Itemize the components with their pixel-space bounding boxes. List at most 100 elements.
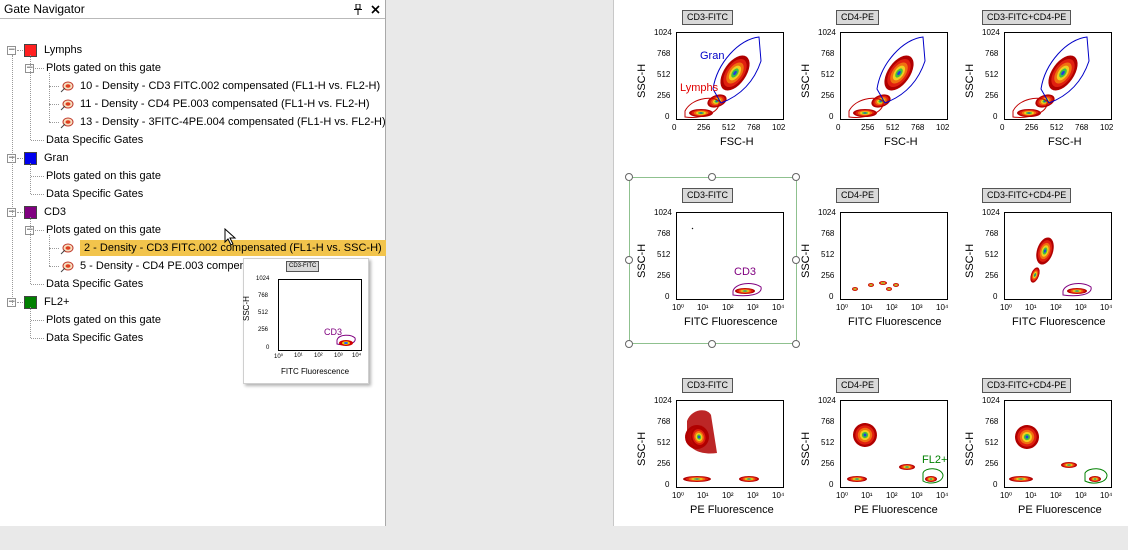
- x-axis-label: FITC Fluorescence: [684, 316, 778, 328]
- y-axis-label: SSC-H: [800, 244, 812, 278]
- x-axis-label: PE Fluorescence: [690, 504, 774, 516]
- x-tick-label: 10³: [911, 303, 923, 312]
- plot-area[interactable]: [1004, 400, 1112, 488]
- plot-area[interactable]: [1004, 212, 1112, 300]
- data-specific-gates-node[interactable]: Data Specific Gates: [46, 329, 143, 347]
- data-specific-gates-node[interactable]: Data Specific Gates: [46, 275, 143, 293]
- collapse-toggle-icon[interactable]: −: [7, 46, 16, 55]
- data-specific-gates-node[interactable]: Data Specific Gates: [46, 131, 143, 149]
- data-specific-gates-label: Data Specific Gates: [46, 278, 143, 290]
- plot-area[interactable]: [676, 212, 784, 300]
- y-tick-label: 768: [985, 417, 998, 426]
- x-tick-label: 10²: [722, 303, 734, 312]
- y-tick-label: 256: [985, 459, 998, 468]
- panel-header: Gate Navigator: [0, 0, 385, 19]
- plot-node[interactable]: 2 - Density - CD3 FITC.002 compensated (…: [60, 239, 386, 257]
- x-tick-label: 10⁴: [936, 303, 948, 312]
- gate-name: Gran: [44, 152, 68, 164]
- popup-xtick: 10²: [314, 353, 323, 359]
- x-tick-label: 512: [1050, 123, 1063, 132]
- x-tick-label: 10¹: [697, 491, 709, 500]
- resize-handle[interactable]: [625, 340, 633, 348]
- y-tick-label: 0: [829, 480, 833, 489]
- panel-title: Gate Navigator: [4, 2, 351, 16]
- y-tick-label: 1024: [982, 396, 1000, 405]
- gate-label-fl2: FL2+: [922, 454, 947, 466]
- y-tick-label: 512: [985, 438, 998, 447]
- plot-area[interactable]: [840, 32, 948, 120]
- gate-navigator-panel: Gate Navigator −Lymphs−Plots gated on th…: [0, 0, 386, 526]
- density-plot-icon: [60, 115, 74, 129]
- resize-handle[interactable]: [625, 256, 633, 264]
- y-tick-label: 768: [985, 229, 998, 238]
- plots-gated-label: Plots gated on this gate: [46, 314, 161, 326]
- x-axis-label: FSC-H: [1048, 136, 1082, 148]
- x-tick-label: 10⁴: [772, 491, 784, 500]
- resize-handle[interactable]: [625, 173, 633, 181]
- popup-ytick: 512: [258, 310, 268, 316]
- plot-area[interactable]: [840, 400, 948, 488]
- x-tick-label: 10¹: [1025, 303, 1037, 312]
- plot-node-label: 11 - Density - CD4 PE.003 compensated (F…: [80, 98, 370, 110]
- popup-ytick: 256: [258, 327, 268, 333]
- gate-node[interactable]: Lymphs: [24, 41, 82, 59]
- plots-gated-node[interactable]: Plots gated on this gate: [46, 221, 161, 239]
- y-tick-label: 1024: [818, 396, 836, 405]
- x-tick-label: 10³: [911, 491, 923, 500]
- popup-ytick: 1024: [256, 276, 269, 282]
- y-tick-label: 256: [821, 91, 834, 100]
- plot-node[interactable]: 13 - Density - 3FITC-4PE.004 compensated…: [60, 113, 386, 131]
- plots-gated-node[interactable]: Plots gated on this gate: [46, 59, 161, 77]
- x-tick-label: 10⁰: [836, 303, 848, 312]
- plot-node[interactable]: 11 - Density - CD4 PE.003 compensated (F…: [60, 95, 370, 113]
- y-tick-label: 1024: [982, 28, 1000, 37]
- popup-xtick: 10³: [334, 353, 343, 359]
- x-tick-label: 10²: [1050, 491, 1062, 500]
- plots-gated-node[interactable]: Plots gated on this gate: [46, 311, 161, 329]
- x-tick-label: 102: [936, 123, 949, 132]
- plot-area[interactable]: [840, 212, 948, 300]
- y-axis-label: SSC-H: [636, 64, 648, 98]
- x-tick-label: 10¹: [1025, 491, 1037, 500]
- x-tick-label: 10⁰: [672, 303, 684, 312]
- close-icon[interactable]: [368, 2, 382, 16]
- plot-preview-popup: CD3-FITC CD3 SSC-H 1024 768 512 256 0 10…: [243, 258, 369, 384]
- pin-icon[interactable]: [351, 2, 365, 16]
- y-tick-label: 768: [821, 49, 834, 58]
- y-tick-label: 512: [821, 250, 834, 259]
- plot-area[interactable]: [676, 400, 784, 488]
- x-axis-label: FSC-H: [720, 136, 754, 148]
- y-tick-label: 256: [821, 271, 834, 280]
- y-tick-label: 0: [993, 112, 997, 121]
- y-tick-label: 512: [821, 438, 834, 447]
- plot-area[interactable]: [1004, 32, 1112, 120]
- plot-title: CD4-PE: [836, 10, 879, 25]
- y-tick-label: 512: [657, 250, 670, 259]
- gate-name: CD3: [44, 206, 66, 218]
- plot-title: CD3-FITC+CD4-PE: [982, 188, 1071, 203]
- plot-area[interactable]: [676, 32, 784, 120]
- y-tick-label: 768: [985, 49, 998, 58]
- popup-xtick: 10⁴: [352, 353, 361, 359]
- x-tick-label: 10²: [886, 303, 898, 312]
- y-axis-label: SSC-H: [800, 432, 812, 466]
- plots-gated-node[interactable]: Plots gated on this gate: [46, 167, 161, 185]
- y-tick-label: 1024: [654, 28, 672, 37]
- x-tick-label: 768: [911, 123, 924, 132]
- x-tick-label: 10¹: [861, 303, 873, 312]
- data-specific-gates-node[interactable]: Data Specific Gates: [46, 185, 143, 203]
- x-axis-label: FITC Fluorescence: [1012, 316, 1106, 328]
- plot-node[interactable]: 10 - Density - CD3 FITC.002 compensated …: [60, 77, 380, 95]
- y-tick-label: 512: [657, 438, 670, 447]
- x-tick-label: 768: [1075, 123, 1088, 132]
